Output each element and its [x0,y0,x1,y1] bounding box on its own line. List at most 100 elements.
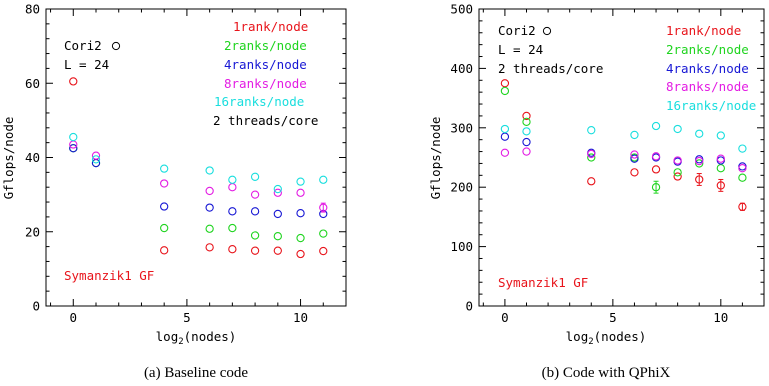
x-tick-labels: 0 5 10 [501,310,728,325]
data-point [296,209,305,218]
legend-1rank: 1rank/node [666,23,741,38]
data-point [651,165,661,174]
data-point [160,246,169,255]
data-point [250,207,260,216]
legend-8ranks: 8ranks/node [224,76,307,91]
annotation-machine: Cori2 [498,23,536,38]
data-point [522,117,531,127]
data-point [160,164,169,173]
data-point [500,86,510,96]
data-point [205,166,214,175]
x-axis-label-prefix: log [566,329,589,344]
data-point [69,132,78,142]
y-axis-label: Gflops/node [1,117,16,200]
data-point [587,153,596,162]
data-point [673,156,682,165]
data-point [91,155,101,164]
data-point [500,124,510,134]
legend-2ranks: 2ranks/node [666,42,749,57]
x-tick-label: 10 [713,310,728,325]
x-tick-label: 0 [501,310,509,325]
y-tick-label: 60 [25,76,40,91]
data-point [160,179,169,188]
data-point [500,148,510,157]
annotation-marker-circle [111,41,121,51]
y-tick-label: 200 [450,180,473,195]
legend-16ranks: 16ranks/node [214,94,304,109]
y-tick-label: 0 [465,299,473,314]
axis-ticks [479,8,765,307]
data-point [273,232,282,241]
data-point [587,149,596,159]
annotation-threads: 2 threads/core [213,113,318,128]
data-point [69,144,78,153]
data-point [651,183,661,192]
data-point [228,223,237,233]
data-point [522,137,531,147]
annotation-lattice: L = 24 [498,42,543,57]
data-point [228,245,237,254]
x-axis-label-subscript: 2 [178,337,183,347]
x-axis-label-suffix: (nodes) [184,329,237,344]
caption-a: (a) Baseline code [144,365,248,381]
data-point [296,177,305,186]
data-point [296,249,305,259]
data-point [160,202,169,211]
data-point [273,184,282,194]
data-point [587,126,596,135]
data-point [250,231,260,240]
data-point [319,246,328,256]
data-point [738,164,747,173]
data-point [205,203,214,212]
data-point [228,175,237,184]
x-axis-label-prefix: log [156,329,179,344]
y-tick-label: 400 [450,61,473,76]
data-points [69,77,328,259]
y-tick-label: 0 [32,299,40,314]
annotation-threads: 2 threads/core [498,61,603,76]
data-point [91,151,101,160]
y-tick-label: 300 [450,120,473,135]
data-point [651,121,661,131]
data-point [695,156,704,166]
data-point [673,172,682,181]
y-tick-label: 100 [450,239,473,254]
y-tick-labels: 0 100 200 300 400 500 [450,2,473,314]
x-tick-label: 10 [293,310,308,325]
data-point [205,186,214,196]
data-point [738,144,747,153]
data-point [500,79,510,88]
x-tick-label: 0 [70,310,78,325]
data-point [651,152,661,161]
data-point [500,132,510,141]
data-point [630,154,639,163]
x-axis-label-subscript: 2 [588,337,593,347]
annotation-marker-circle [542,26,552,36]
data-point [319,229,328,238]
data-point [228,207,237,216]
y-tick-labels: 0 20 40 60 80 [25,2,40,314]
data-points [500,79,747,211]
axis-ticks [46,8,347,307]
data-point [522,111,531,121]
legend-4ranks: 4ranks/node [666,61,749,76]
data-point [228,183,237,192]
data-point [716,164,725,173]
data-point [250,190,260,199]
data-point [630,150,639,159]
x-tick-label: 5 [183,310,191,325]
data-point [160,223,169,233]
data-point [205,243,214,252]
data-point [205,224,214,233]
data-point [630,168,639,177]
data-point [319,203,328,212]
data-point [738,173,747,182]
data-point [296,233,305,243]
data-point [69,77,78,86]
data-point [673,124,682,134]
x-tick-label: 5 [609,310,617,325]
x-axis-label-suffix: (nodes) [594,329,647,344]
data-point [716,131,725,140]
panel-b: 0 100 200 300 400 500 0 5 10 Gflops/node log2(n… [428,2,765,381]
